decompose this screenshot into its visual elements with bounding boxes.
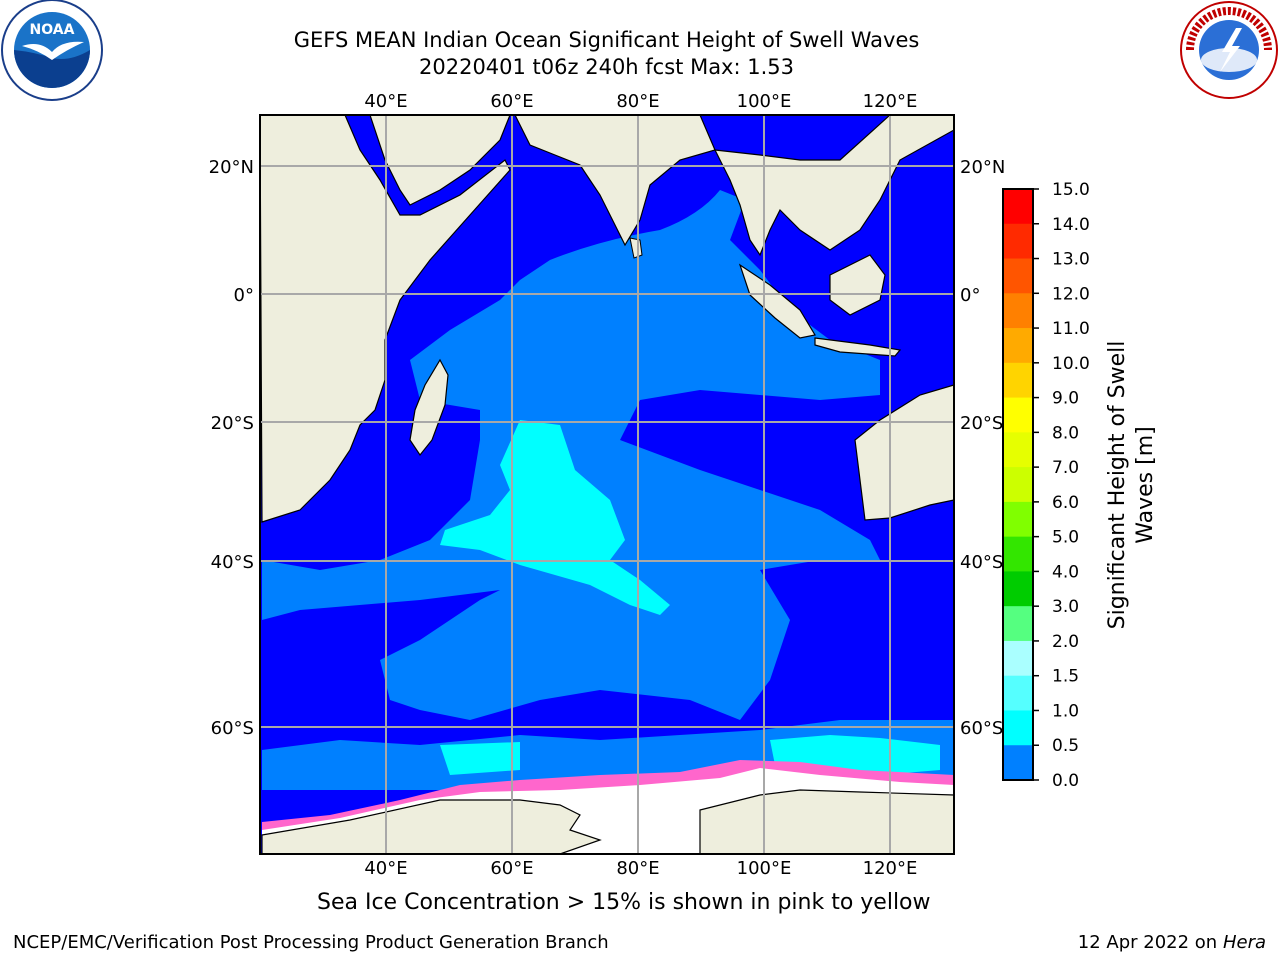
colorbar-segment	[1003, 397, 1033, 433]
colorbar-tick-label: 4.0	[1052, 562, 1079, 582]
borneo-land	[829, 254, 886, 316]
colorbar-segment	[1003, 501, 1033, 538]
colorbar-tick-label: 14.0	[1052, 215, 1090, 235]
map-gridlines	[260, 115, 954, 854]
swell-band-0-5	[262, 190, 880, 720]
lat-label-right: 20°N	[960, 157, 1005, 178]
colorbar-tick-label: 12.0	[1052, 284, 1090, 304]
lat-label-right: 0°	[960, 285, 980, 306]
lat-label-left: 60°S	[211, 718, 254, 739]
lat-label-right: 20°S	[960, 413, 1003, 434]
colorbar-segment	[1003, 640, 1033, 677]
sumatra-land	[738, 263, 816, 339]
lat-label-left: 0°	[234, 285, 254, 306]
madagascar-land	[409, 358, 449, 457]
lon-label-bottom: 120°E	[863, 858, 918, 879]
lon-label-bottom: 80°E	[616, 858, 659, 879]
colorbar-tick-label: 10.0	[1052, 354, 1090, 374]
lon-label-bottom: 40°E	[364, 858, 407, 879]
antarctica-land	[261, 799, 602, 854]
colorbar-segment	[1003, 258, 1033, 294]
lon-label-top: 80°E	[616, 91, 659, 112]
nws-logo-icon	[1180, 1, 1278, 99]
colorbar-tick-label: 7.0	[1052, 458, 1079, 478]
colorbar-tick-label: 2.0	[1052, 632, 1079, 652]
colorbar-tick-label: 0.0	[1052, 771, 1079, 791]
colorbar-tick-label: 1.5	[1052, 667, 1079, 687]
colorbar-tick-label: 9.0	[1052, 389, 1079, 409]
footer-date: 12 Apr 2022 on Hera	[1078, 932, 1266, 953]
colorbar-tick-label: 8.0	[1052, 423, 1079, 443]
colorbar-label-units: Waves [m]	[1133, 426, 1158, 543]
noaa-center-text: NOAA	[30, 22, 75, 38]
lat-label-left: 20°S	[211, 413, 254, 434]
arabia-land	[369, 115, 511, 206]
colorbar-ticks: 15.0 14.0 13.0 12.0 11.0 10.0 9.0 8.0 7.0 6.0 5.0 4…	[1033, 180, 1090, 791]
lon-label-bottom: 60°E	[490, 858, 533, 879]
footer-date-text: 12 Apr 2022 on	[1077, 932, 1218, 953]
java-land	[814, 337, 902, 357]
colorbar-segment	[1003, 432, 1033, 468]
noaa-logo-icon: NOAA	[1, 0, 103, 101]
colorbar-segment	[1003, 293, 1033, 329]
colorbar-segment	[1003, 223, 1033, 260]
map-subtitle: 20220401 t06z 240h fcst Max: 1.53	[419, 55, 794, 79]
lat-label-left: 20°N	[209, 157, 254, 178]
footer-credit: NCEP/EMC/Verification Post Processing Pr…	[13, 932, 609, 953]
colorbar-tick-label: 5.0	[1052, 528, 1079, 548]
southeast-asia-land	[713, 115, 954, 257]
lon-label-top: 100°E	[737, 91, 792, 112]
colorbar-tick-label: 13.0	[1052, 250, 1090, 270]
australia-land	[854, 384, 954, 521]
colorbar	[1003, 189, 1033, 781]
lon-label-bottom: 100°E	[737, 858, 792, 879]
lat-label-right: 60°S	[960, 718, 1003, 739]
colorbar-frame	[1002, 188, 1034, 781]
colorbar-segment	[1003, 536, 1033, 572]
colorbar-tick-label: 15.0	[1052, 180, 1090, 200]
colorbar-segment	[1003, 745, 1033, 781]
colorbar-segment	[1003, 189, 1033, 225]
colorbar-segment	[1003, 467, 1033, 503]
map-title: GEFS MEAN Indian Ocean Significant Heigh…	[293, 28, 920, 52]
colorbar-segment	[1003, 362, 1033, 399]
colorbar-segment	[1003, 710, 1033, 746]
sea-ice-caption: Sea Ice Concentration > 15% is shown in …	[317, 890, 931, 915]
footer-machine: Hera	[1222, 932, 1266, 953]
colorbar-segment	[1003, 328, 1033, 364]
swell-band-1-0-patch	[440, 742, 520, 775]
colorbar-tick-label: 1.0	[1052, 701, 1079, 721]
map-frame	[259, 114, 955, 855]
colorbar-tick-label: 6.0	[1052, 493, 1079, 513]
swell-band-1-0	[440, 420, 670, 615]
colorbar-tick-label: 3.0	[1052, 597, 1079, 617]
colorbar-segment	[1003, 675, 1033, 711]
colorbar-segment	[1003, 571, 1033, 607]
lon-label-top: 120°E	[863, 91, 918, 112]
colorbar-segment	[1003, 606, 1033, 642]
lon-label-top: 60°E	[490, 91, 533, 112]
colorbar-label: Significant Height of Swell	[1105, 341, 1130, 630]
colorbar-tick-label: 0.5	[1052, 736, 1079, 756]
colorbar-tick-label: 11.0	[1052, 319, 1090, 339]
lon-label-top: 40°E	[364, 91, 407, 112]
lat-label-right: 40°S	[960, 552, 1003, 573]
lat-label-left: 40°S	[211, 552, 254, 573]
